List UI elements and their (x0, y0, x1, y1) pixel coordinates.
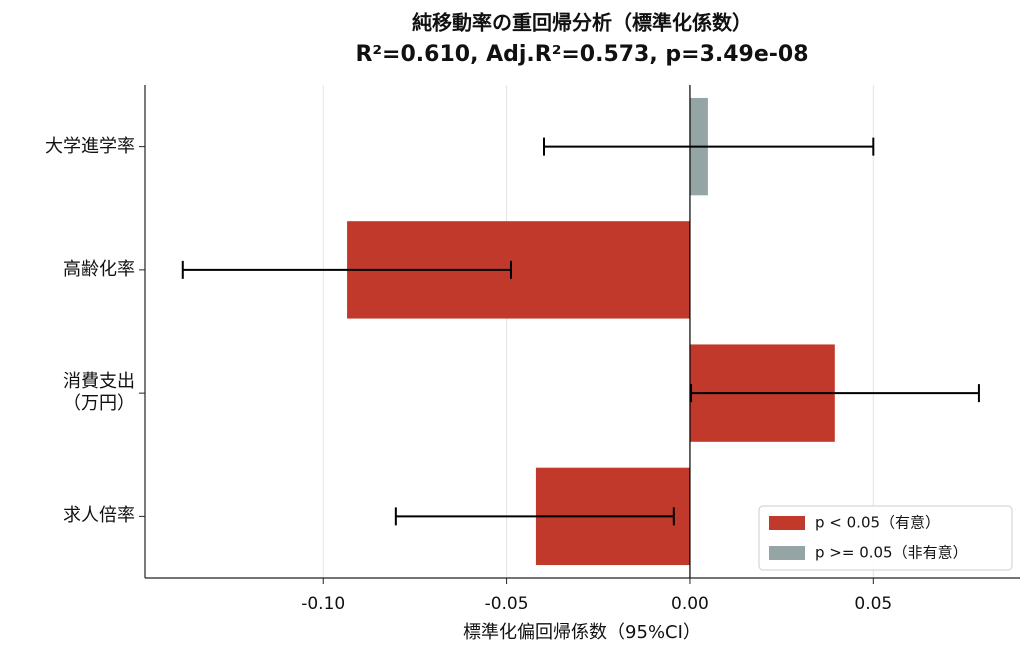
y-tick-label: 高齢化率 (63, 258, 135, 280)
legend-swatch (769, 546, 805, 560)
y-tick-label: 消費支出 （万円） (63, 371, 135, 415)
x-tick-label: -0.10 (301, 594, 345, 614)
x-tick-label: -0.05 (485, 594, 529, 614)
y-tick-label: 大学進学率 (45, 135, 135, 157)
error-bar (690, 384, 980, 403)
y-tick-label: 求人倍率 (63, 505, 135, 527)
error-bar (181, 260, 512, 279)
legend-label: p >= 0.05（非有意） (815, 544, 968, 562)
error-bar (542, 137, 875, 156)
x-axis-label: 標準化偏回帰係数（95%CI） (463, 622, 701, 643)
legend-swatch (769, 516, 805, 530)
error-bar (394, 507, 675, 526)
x-tick-label: 0.00 (671, 594, 709, 614)
legend-label: p < 0.05（有意） (815, 514, 940, 532)
chart-title: 純移動率の重回帰分析（標準化係数） (412, 11, 752, 35)
chart-subtitle: R²=0.610, Adj.R²=0.573, p=3.49e-08 (355, 42, 808, 67)
x-tick-label: 0.05 (854, 594, 892, 614)
legend-frame (758, 505, 1013, 571)
legend: p < 0.05（有意） p >= 0.05（非有意） (758, 505, 1013, 571)
